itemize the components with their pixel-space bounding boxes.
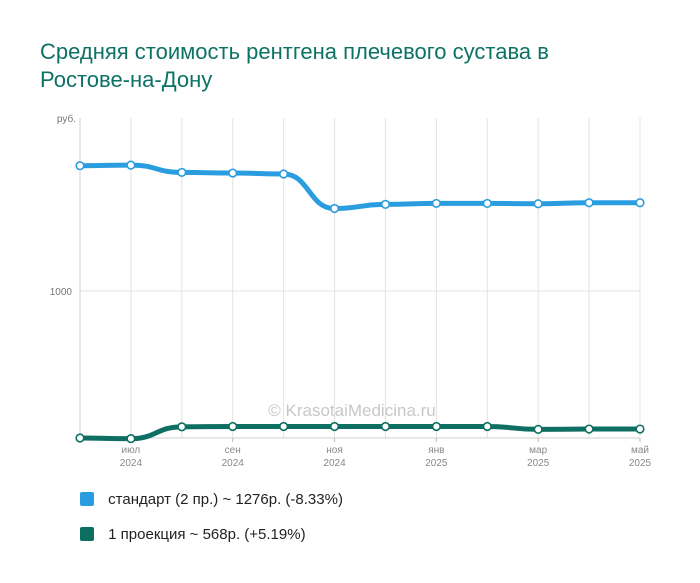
data-point-0-3 [228, 168, 238, 178]
data-point-1-7 [431, 421, 441, 432]
data-point-1-3 [228, 421, 238, 432]
data-point-0-11 [635, 198, 645, 208]
data-point-0-6 [380, 199, 391, 209]
x-tick-year: 2024 [323, 458, 346, 469]
legend-swatch-standard [80, 492, 94, 506]
data-point-1-11 [635, 424, 645, 434]
legend-label-standard: стандарт (2 пр.) ~ 1276р. (-8.33%) [108, 491, 343, 508]
y-axis-unit: руб. [57, 113, 76, 125]
data-point-0-2 [177, 167, 187, 178]
data-point-0-9 [533, 199, 543, 209]
data-point-1-2 [177, 422, 187, 432]
data-point-0-5 [329, 203, 340, 214]
data-point-1-6 [380, 421, 391, 432]
data-point-0-10 [584, 198, 594, 208]
x-tick-month: янв [428, 445, 444, 456]
x-tick-month: ноя [326, 445, 343, 456]
data-point-1-8 [482, 421, 492, 432]
line-chart: руб. 1000 июл 2024 сен 2024 ноя 2024 янв 2025 мар 2… [50, 113, 652, 469]
legend-swatch-one-projection [80, 527, 94, 541]
data-point-1-1 [126, 434, 136, 444]
x-tick-year: 2025 [425, 458, 448, 469]
data-point-0-0 [75, 161, 85, 171]
x-tick-year: 2024 [222, 458, 245, 469]
data-point-1-4 [279, 421, 289, 432]
x-tick-month: сен [225, 445, 241, 456]
data-point-0-4 [279, 169, 289, 179]
data-point-1-5 [329, 421, 340, 432]
series-line-0 [77, 162, 643, 212]
x-tick-month: июл [122, 445, 141, 456]
data-point-1-9 [533, 424, 543, 434]
x-tick-year: 2025 [527, 458, 550, 469]
data-point-0-1 [126, 160, 136, 170]
x-tick-year: 2025 [629, 458, 652, 469]
x-tick-month: май [631, 445, 649, 456]
series-line-1 [77, 423, 643, 442]
grid [79, 118, 641, 438]
series-layer [75, 160, 645, 444]
data-point-0-8 [482, 198, 492, 209]
data-point-1-10 [584, 424, 594, 434]
data-point-1-0 [75, 433, 85, 443]
watermark: © KrasotaiMedicina.ru [268, 401, 436, 420]
data-point-0-7 [431, 198, 441, 209]
legend-item-one-projection[interactable]: 1 проекция ~ 568р. (+5.19%) [80, 526, 306, 543]
chart-title: Средняя стоимость рентгена плечевого сус… [40, 39, 549, 92]
x-tick-month: мар [529, 445, 547, 456]
legend-label-one-projection: 1 проекция ~ 568р. (+5.19%) [108, 526, 306, 543]
x-tick-year: 2024 [120, 458, 143, 469]
axes: руб. 1000 июл 2024 сен 2024 ноя 2024 янв 2025 мар 2… [50, 113, 652, 469]
y-tick-label: 1000 [50, 287, 73, 298]
legend-item-standard[interactable]: стандарт (2 пр.) ~ 1276р. (-8.33%) [80, 491, 343, 508]
